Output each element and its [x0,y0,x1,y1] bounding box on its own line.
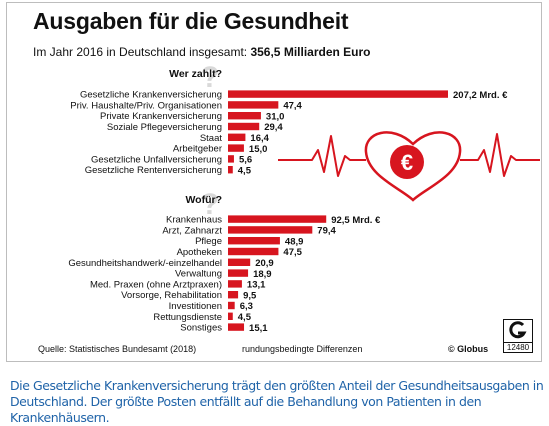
chart-svg: ?Wer zahlt?Gesetzliche Krankenversicheru… [68,61,540,334]
bar [228,90,448,98]
image-caption: Die Gesetzliche Krankenversicherung träg… [10,378,544,425]
subtitle-total: 356,5 Milliarden Euro [250,45,371,59]
bar [228,101,279,109]
bar [228,291,239,299]
category-label: Gesundheitshandwerk/-einzelhandel [68,258,222,269]
bar [228,258,251,266]
bar [228,144,244,152]
heartbeat-line-icon [278,133,540,177]
category-label: Sonstiges [180,323,222,334]
bar [228,133,246,141]
copyright-credit: © Globus [448,344,489,354]
value-label: 92,5 Mrd. € [331,215,381,226]
category-label: Priv. Haushalte/Priv. Organisationen [70,100,222,111]
source-note: Quelle: Statistisches Bundesamt (2018) [38,344,197,354]
bar [228,166,233,174]
euro-symbol: € [401,150,413,175]
value-label: 4,5 [238,165,252,176]
bar [228,280,242,288]
bar [228,323,245,331]
value-label: 31,0 [266,111,285,122]
chart-title: Ausgaben für die Gesundheit [33,8,349,34]
value-label: 4,5 [238,312,252,323]
bar [228,301,235,310]
section-title: Wofür? [185,194,222,206]
category-label: Apotheken [177,247,222,258]
value-label: 20,9 [255,258,273,269]
category-label: Med. Praxen (ohne Arztpraxen) [90,279,222,290]
value-label: 13,1 [247,280,266,291]
heart-outline-icon [364,131,462,202]
value-label: 15,1 [249,323,268,334]
value-label: 16,4 [250,133,269,144]
section-title: Wer zahlt? [169,68,222,80]
category-label: Rettungsdienste [153,312,222,323]
category-label: Gesetzliche Unfallversicherung [91,154,222,165]
value-label: 29,4 [264,122,283,133]
question-mark-icon: ? [201,61,219,94]
value-label: 15,0 [249,144,268,155]
globus-logo: 12480 [503,319,533,353]
value-label: 9,5 [243,290,257,301]
bar [228,215,327,223]
value-label: 5,6 [239,155,252,166]
infographic-frame: Ausgaben für die Gesundheit Im Jahr 2016… [6,2,542,362]
category-label: Gesetzliche Rentenversicherung [85,165,222,176]
bar [228,237,280,245]
value-label: 207,2 Mrd. € [453,90,508,101]
category-label: Verwaltung [175,269,222,280]
category-label: Staat [200,133,223,144]
subtitle-prefix: Im Jahr 2016 in Deutschland insgesamt: [33,45,251,59]
value-label: 47,4 [283,101,302,112]
logo-number: 12480 [504,342,532,353]
bar [228,112,261,120]
category-label: Investitionen [169,301,222,312]
category-label: Gesetzliche Krankenversicherung [80,90,222,101]
category-label: Private Krankenversicherung [100,111,222,122]
bar [228,155,234,163]
value-label: 47,5 [283,247,302,258]
bar [228,226,313,234]
chart-subtitle: Im Jahr 2016 in Deutschland insgesamt: 3… [33,45,371,59]
euro-coin-icon [390,145,424,179]
bar [228,269,249,277]
value-label: 48,9 [285,236,304,247]
bar [228,122,260,131]
category-label: Soziale Pflegeversicherung [107,122,222,133]
value-label: 79,4 [317,226,336,237]
category-label: Arzt, Zahnarzt [162,225,222,236]
rounding-note: rundungsbedingte Differenzen [242,344,363,354]
category-label: Pflege [195,236,222,247]
category-label: Arbeitgeber [173,144,222,155]
bar [228,312,233,320]
category-label: Krankenhaus [166,215,222,226]
question-mark-icon: ? [201,188,219,221]
value-label: 18,9 [253,269,272,280]
category-label: Vorsorge, Rehabilitation [121,290,222,301]
value-label: 6,3 [240,301,253,312]
bar [228,247,279,256]
globus-g-icon [509,321,527,339]
